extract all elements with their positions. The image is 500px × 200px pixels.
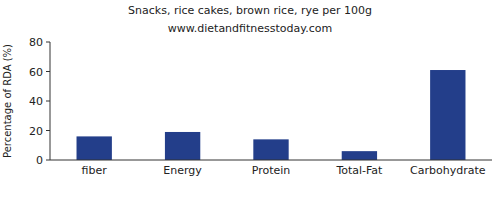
- y-axis-label: Percentage of RDA (%): [2, 44, 13, 158]
- y-tick: [46, 160, 50, 161]
- y-tick-label: 40: [29, 95, 43, 108]
- subtitle: www.dietandfitnesstoday.com: [168, 22, 332, 35]
- bar: [430, 70, 465, 160]
- bar: [77, 136, 112, 160]
- y-tick: [46, 71, 50, 72]
- chart-container: Snacks, rice cakes, brown rice, rye per …: [0, 0, 500, 200]
- y-tick-label: 20: [29, 125, 43, 138]
- y-tick: [46, 42, 50, 43]
- y-axis: [50, 42, 51, 160]
- y-tick-label: 0: [36, 154, 43, 167]
- x-tick-label: Protein: [252, 164, 291, 177]
- y-tick: [46, 101, 50, 102]
- x-axis: [50, 160, 492, 161]
- title: Snacks, rice cakes, brown rice, rye per …: [128, 4, 372, 17]
- y-tick: [46, 130, 50, 131]
- y-tick-label: 80: [29, 36, 43, 49]
- x-tick-label: fiber: [82, 164, 108, 177]
- x-tick-label: Total-Fat: [335, 164, 383, 177]
- x-tick-label: Carbohydrate: [410, 164, 486, 177]
- bar: [342, 151, 377, 160]
- chart: Snacks, rice cakes, brown rice, rye per …: [0, 0, 500, 200]
- y-tick-label: 60: [29, 66, 43, 79]
- x-tick-label: Energy: [163, 164, 202, 177]
- bar: [253, 139, 288, 160]
- bars: [77, 70, 466, 160]
- bar: [165, 132, 200, 160]
